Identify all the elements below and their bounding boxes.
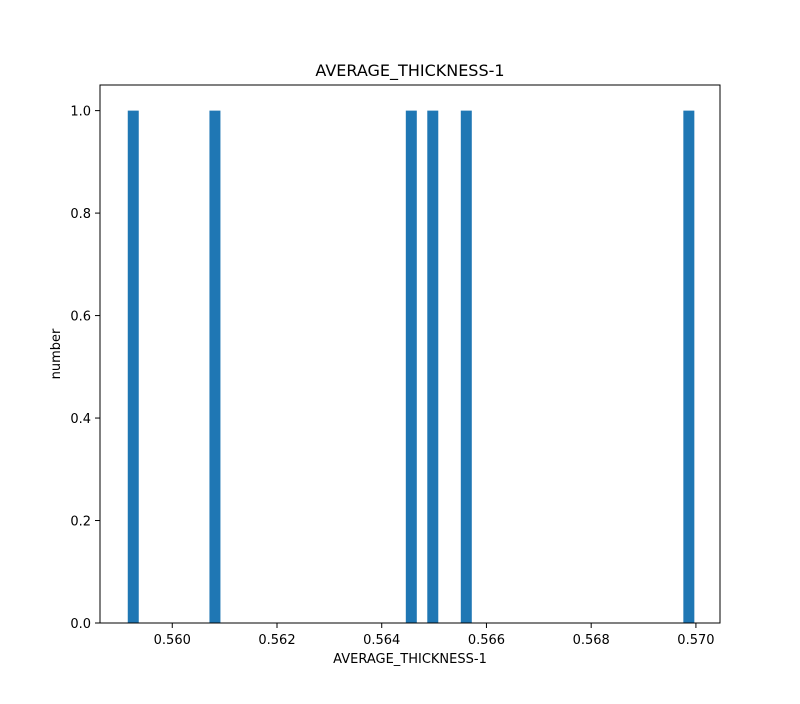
y-tick-label: 0.8 — [70, 207, 91, 222]
histogram-bar-1 — [127, 110, 139, 624]
x-axis-ticks: 0.560 0.562 0.564 0.566 0.568 0.570 — [154, 623, 715, 648]
x-axis-label: AVERAGE_THICKNESS-1 — [333, 652, 487, 667]
histogram-bar-5 — [460, 110, 472, 624]
x-tick-label: 0.566 — [468, 633, 505, 648]
y-tick-label: 0.6 — [70, 310, 91, 325]
y-tick-label: 0.4 — [70, 412, 91, 427]
x-tick-label: 0.568 — [573, 633, 610, 648]
y-axis-ticks: 0.0 0.2 0.4 0.6 0.8 1.0 — [70, 105, 100, 632]
histogram-bar-4 — [427, 110, 439, 624]
y-tick-label: 0.2 — [70, 515, 91, 530]
y-tick-label: 0.0 — [70, 617, 91, 632]
histogram-bar-6 — [683, 110, 695, 624]
bars-layer — [127, 110, 695, 624]
x-tick-label: 0.560 — [154, 633, 191, 648]
y-axis-label: number — [49, 328, 64, 379]
x-tick-label: 0.564 — [363, 633, 400, 648]
x-tick-label: 0.562 — [258, 633, 295, 648]
plot-frame — [99, 84, 721, 624]
histogram-bar-3 — [405, 110, 417, 624]
histogram-bar-2 — [209, 110, 221, 624]
y-tick-label: 1.0 — [70, 105, 91, 120]
x-tick-label: 0.570 — [677, 633, 714, 648]
chart-title: AVERAGE_THICKNESS-1 — [315, 61, 504, 81]
